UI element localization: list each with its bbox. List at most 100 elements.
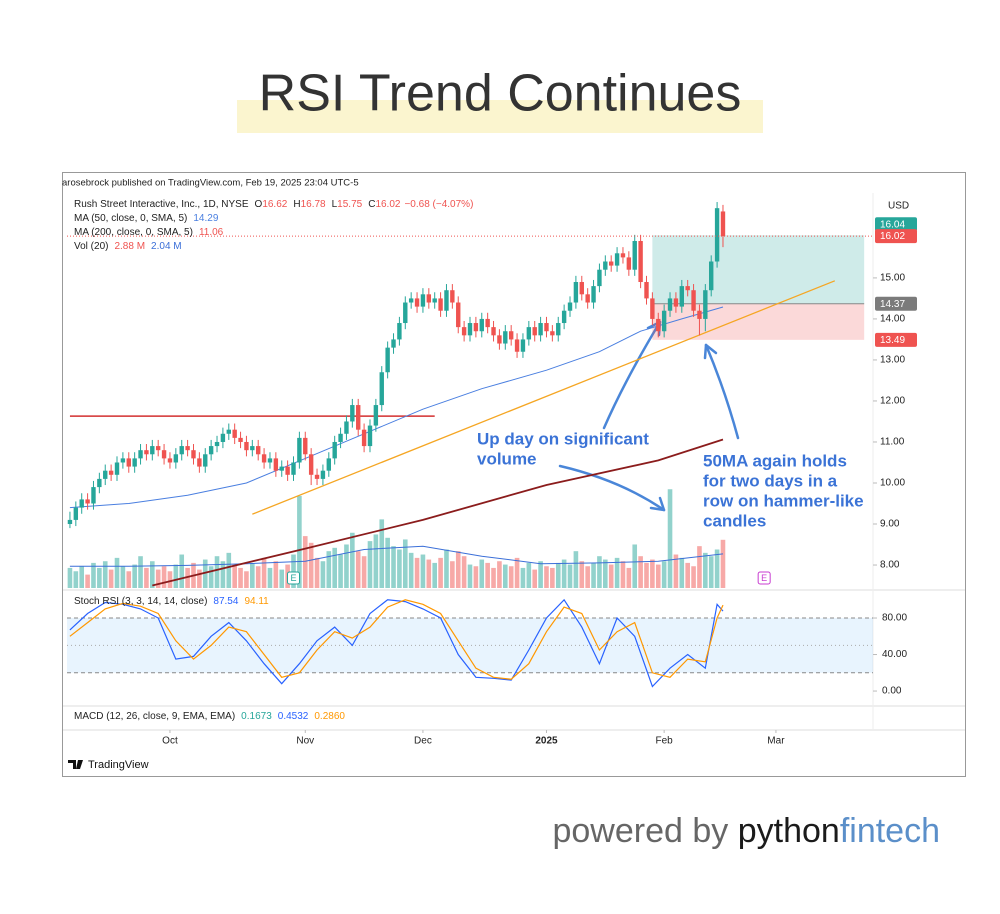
candle-body (644, 282, 649, 299)
title: RSI Trend Continues (259, 65, 742, 123)
volume-bar (167, 571, 173, 588)
candle-body (350, 405, 355, 422)
volume-bar (126, 571, 132, 588)
volume-bar (150, 561, 155, 588)
candle-body (179, 446, 184, 455)
volume-bar (620, 561, 626, 588)
tradingview-logo: TradingView (68, 759, 149, 771)
candle-body (514, 339, 520, 352)
footer: powered by pythonfintech (552, 812, 940, 850)
footer-brand: fintech (840, 812, 940, 850)
volume-bar (85, 574, 90, 588)
ohlc-letter: C (368, 199, 375, 210)
y-tick-label: 9.00 (880, 519, 900, 530)
volume-bar (608, 564, 614, 588)
candle-body (450, 290, 455, 303)
volume-bar (603, 559, 608, 588)
volume-bar (220, 561, 226, 588)
candle-body (208, 446, 214, 455)
rsi-tick-label: 0.00 (882, 686, 902, 697)
volume-bar (614, 557, 620, 588)
y-tick-label: 8.00 (880, 560, 900, 571)
volume-bar (344, 544, 349, 588)
volume-bar (67, 567, 73, 588)
volume-bar (708, 556, 714, 588)
annotation: 50MA again holds (703, 451, 847, 470)
volume-bar (226, 552, 232, 588)
volume-bar (467, 564, 473, 588)
event-label: E (290, 573, 296, 583)
arrow (558, 464, 666, 512)
volume-bar (444, 549, 449, 588)
price-tag-label: 14.37 (880, 299, 905, 310)
volume-bar (703, 552, 708, 588)
legend-row: Stoch RSI (3, 3, 14, 14, close) 87.54 94.1… (74, 596, 269, 607)
candle-body (361, 429, 367, 447)
candle-body (144, 450, 149, 455)
candle-body (438, 298, 443, 311)
volume-bar (585, 566, 590, 588)
candle-body (73, 507, 79, 520)
event-badge (757, 571, 771, 585)
volume-bar (644, 562, 649, 588)
candle-body (114, 462, 120, 475)
volume-bar (655, 564, 661, 588)
candle-body (308, 454, 314, 475)
candle-body (238, 437, 243, 442)
legend-row: MACD (12, 26, close, 9, EMA, EMA) 0.1673 0… (74, 711, 345, 722)
candle-body (497, 335, 502, 344)
candle-body (526, 327, 532, 340)
candle-body (656, 318, 661, 332)
candle-body (520, 339, 526, 352)
legend-row: MA (200, close, 0, SMA, 5) 11.06 (74, 227, 224, 238)
moving-average (69, 306, 724, 509)
candle-body (220, 433, 226, 442)
footer-brand: python (738, 812, 840, 850)
volume-bar (173, 564, 179, 588)
volume-bar (91, 562, 96, 588)
position-profit (652, 235, 865, 304)
candle-body (126, 458, 131, 467)
volume-bar (73, 571, 79, 588)
volume-bar (261, 557, 267, 588)
volume-bar (373, 534, 379, 588)
volume-bar (273, 561, 279, 588)
volume-value: 2.88 M (114, 241, 145, 252)
volume-bar (179, 554, 185, 588)
candle-body (685, 286, 690, 291)
ohlc-value: 15.75 (337, 199, 362, 210)
volume-bar (532, 569, 538, 588)
volume-bar (638, 556, 643, 588)
x-tick-label: Nov (296, 736, 314, 747)
volume-bar (538, 561, 543, 588)
volume-ma-value: 2.04 M (151, 241, 182, 252)
candle-body (456, 302, 461, 328)
ohlc-value: 16.78 (301, 199, 326, 210)
ma-name: MA (200, close, 0, SMA, 5) (74, 227, 193, 238)
price-tag (875, 332, 917, 347)
volume-bar (391, 546, 396, 588)
annotation: Up day on significant (477, 429, 649, 448)
candle-body (467, 323, 473, 336)
candle-body (79, 499, 84, 508)
candle-body (603, 261, 608, 270)
candle-body (132, 458, 137, 467)
x-tick-label: Feb (656, 736, 674, 747)
volume-bar (250, 562, 255, 588)
title-highlight (237, 100, 763, 133)
candle-body (679, 286, 684, 307)
candle-body (256, 446, 261, 455)
volume-bar (202, 559, 208, 588)
candle-body (338, 433, 343, 442)
volume-bar (626, 567, 632, 588)
x-tick-label: Mar (767, 736, 785, 747)
volume-name: Vol (20) (74, 241, 108, 252)
candle-body (567, 302, 573, 311)
publisher: arosebrock published on TradingView.com,… (62, 178, 359, 189)
legend-row: Rush Street Interactive, Inc., 1D, NYSE O… (74, 199, 473, 210)
candle-body (320, 470, 326, 479)
annotation: for two days in a (703, 471, 838, 490)
y-tick-label: 13.00 (880, 355, 905, 366)
candle-body (367, 425, 373, 447)
candle-body (285, 466, 290, 475)
